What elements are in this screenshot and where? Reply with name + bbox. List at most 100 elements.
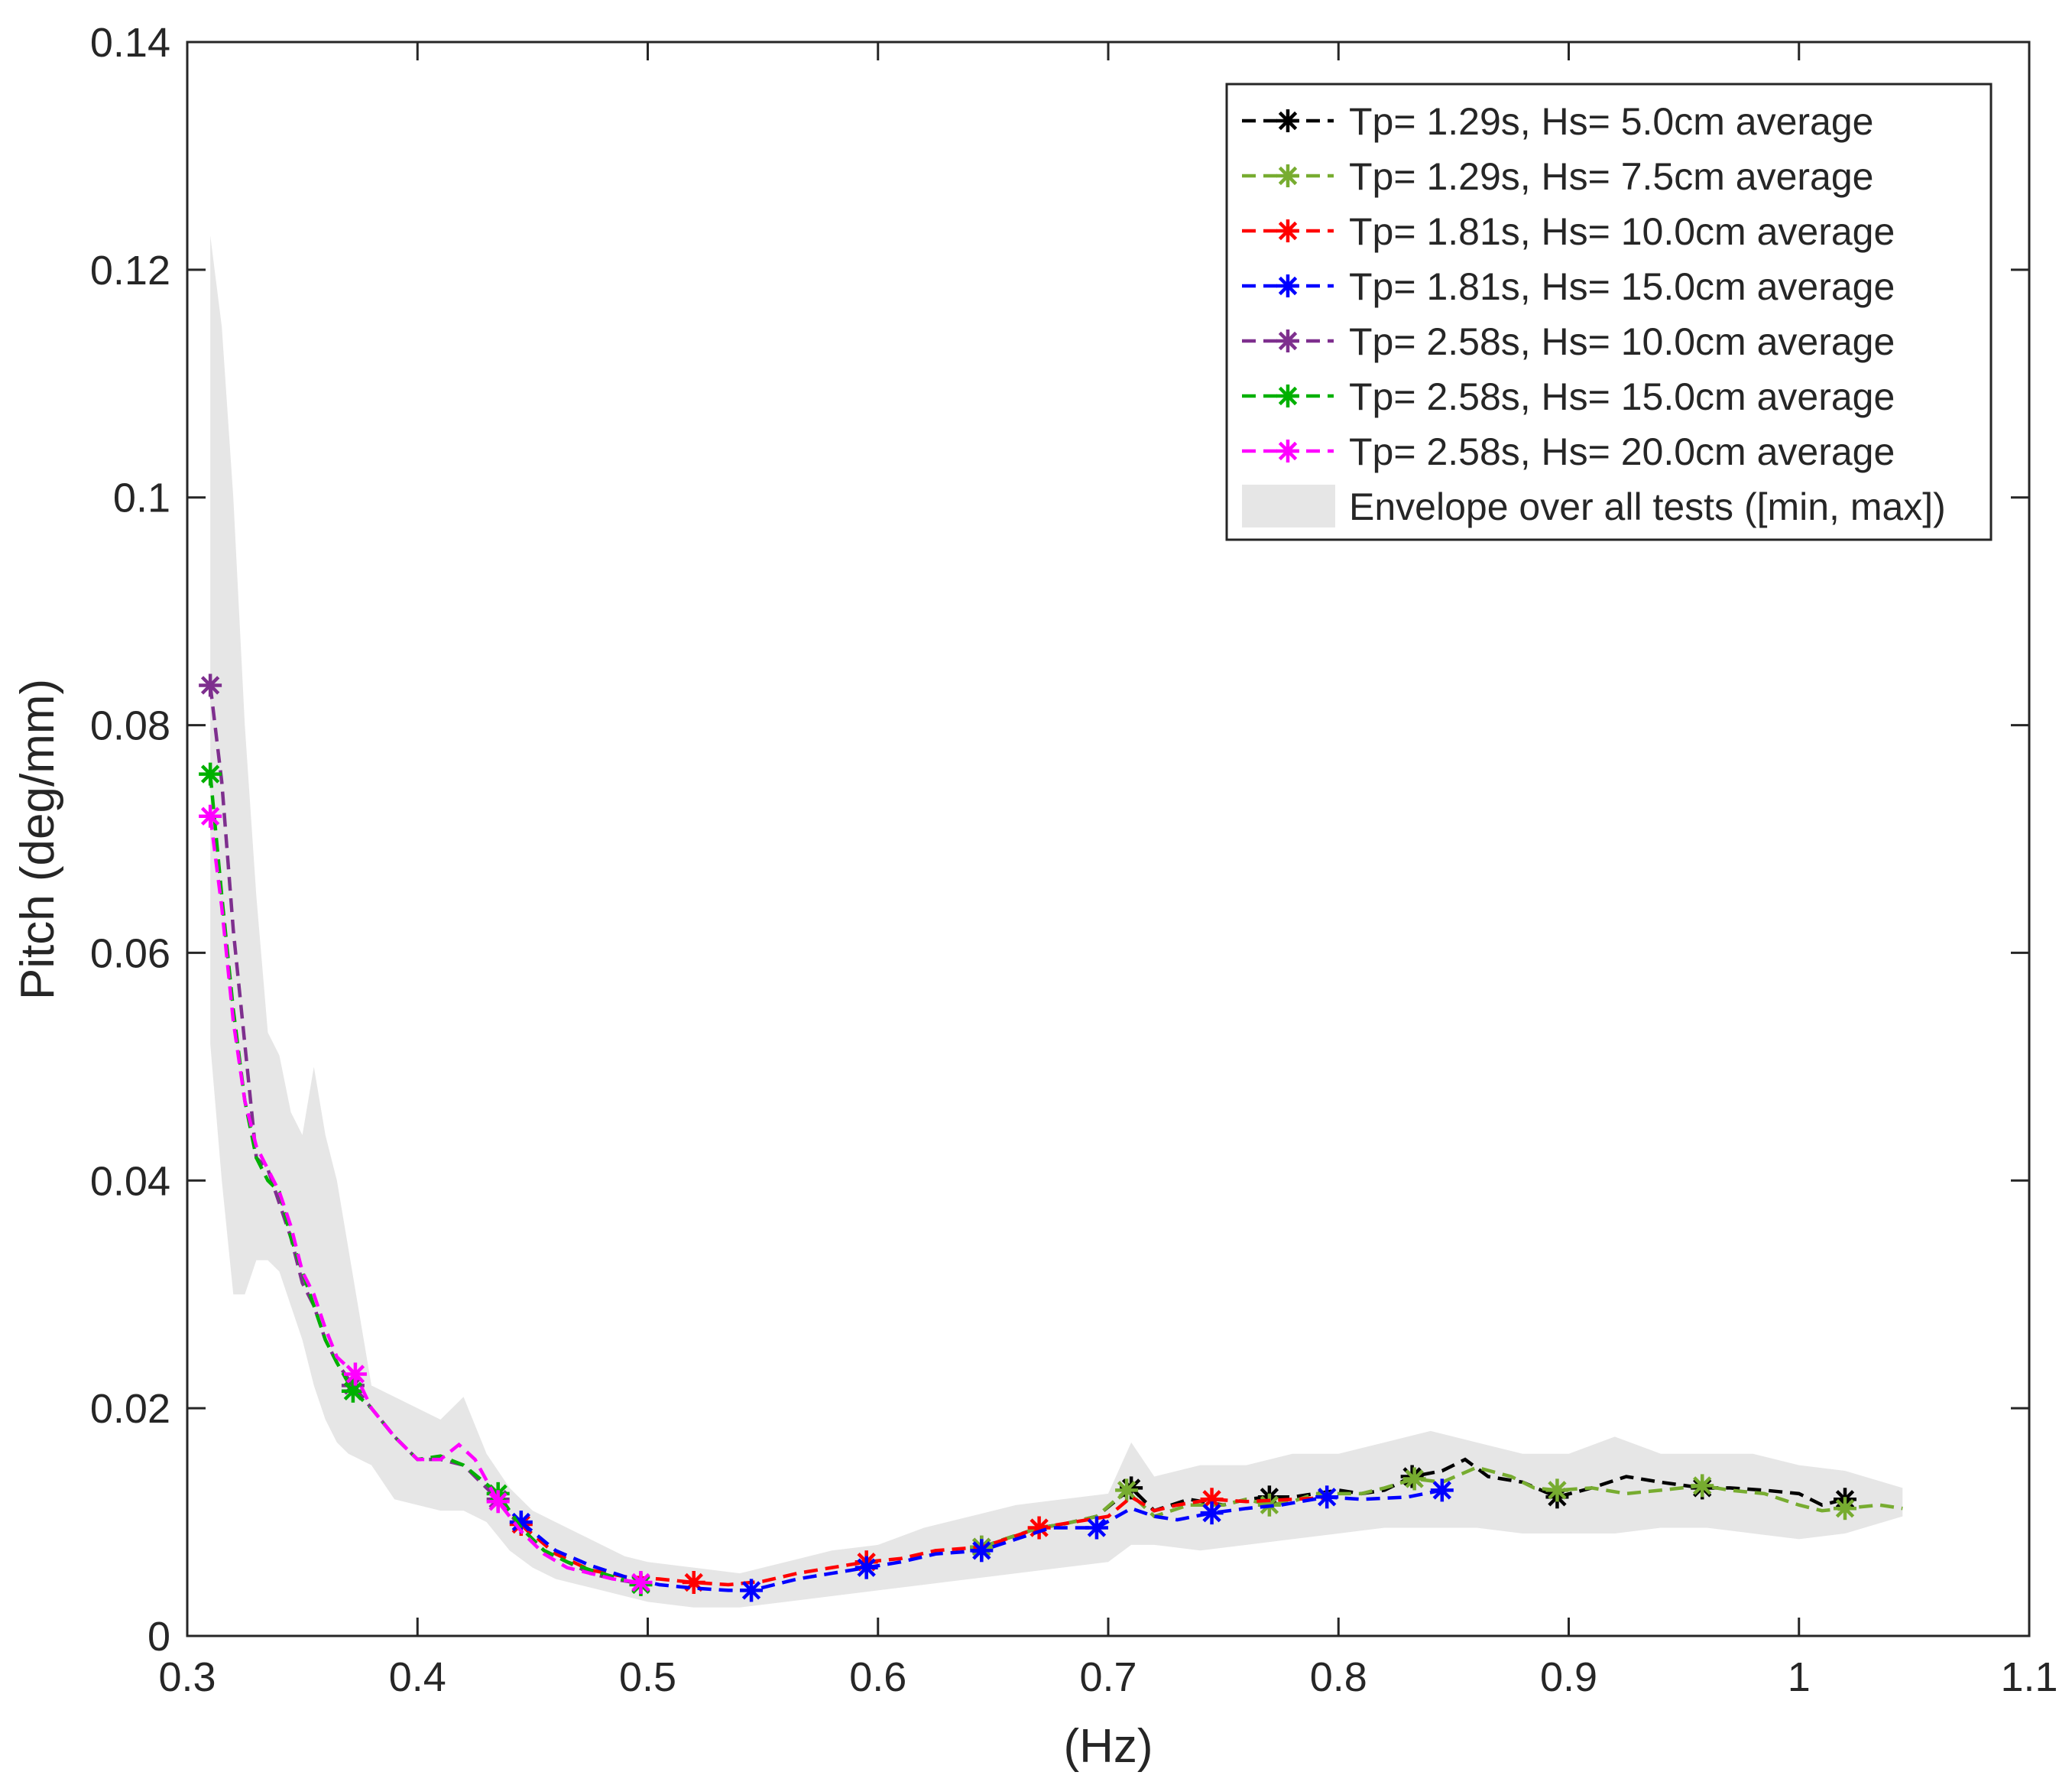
legend-marker — [1276, 440, 1299, 462]
series-4-point-1-d2 — [511, 1512, 531, 1532]
series-5-point-1 — [199, 673, 222, 697]
series-2-point-6-d2 — [1693, 1476, 1712, 1495]
series-2-point-4 — [1402, 1467, 1426, 1491]
legend-item-envelope: Envelope over all tests ([min, max]) — [1242, 485, 1946, 528]
series-4-point-5 — [1085, 1516, 1108, 1540]
series-2-point-6 — [1691, 1474, 1714, 1498]
legend-label: Tp= 1.81s, Hs= 15.0cm average — [1349, 265, 1895, 308]
legend-marker — [1276, 109, 1299, 132]
legend-marker-d2 — [1278, 166, 1298, 186]
x-tick-label: 0.9 — [1540, 1654, 1597, 1700]
series-4-point-6 — [1200, 1501, 1224, 1525]
series-2-point-7-d2 — [1835, 1499, 1855, 1518]
series-4-point-7-d2 — [1317, 1488, 1337, 1507]
ticks-layer: 0.3 0.4 0.5 0.6 0.7 0.8 0.9 1 1.1 0 0.02 0.04 0.06 0.… — [90, 20, 2058, 1700]
series-4 — [509, 1478, 1454, 1602]
series-3-line — [520, 1495, 1339, 1587]
legend-marker-d2 — [1278, 441, 1298, 461]
legend-item-7: Tp= 2.58s, Hs= 20.0cm average — [1242, 430, 1895, 473]
x-tick-label: 0.3 — [158, 1654, 216, 1700]
series-4-point-6-d2 — [1202, 1503, 1221, 1523]
series-4-point-5-d2 — [1087, 1518, 1107, 1537]
x-tick-label: 1.1 — [2000, 1654, 2057, 1700]
series-7-point-2 — [343, 1362, 367, 1386]
legend-item-3: Tp= 1.81s, Hs= 10.0cm average — [1242, 210, 1895, 253]
legend-label: Tp= 2.58s, Hs= 15.0cm average — [1349, 375, 1895, 418]
legend-box — [1225, 83, 1993, 541]
x-axis-label: (Hz) — [1063, 1720, 1153, 1773]
series-4-point-8-d2 — [1432, 1481, 1452, 1500]
legend: Tp= 1.29s, Hs= 5.0cm average Tp= 1.29s, H… — [1225, 83, 1993, 541]
envelope-band — [210, 235, 1903, 1608]
legend-item-5: Tp= 2.58s, Hs= 10.0cm average — [1242, 320, 1895, 363]
legend-marker — [1276, 329, 1299, 352]
y-tick-label: 0.08 — [90, 703, 170, 749]
legend-label: Envelope over all tests ([min, max]) — [1349, 485, 1946, 528]
legend-marker-d2 — [1278, 276, 1298, 296]
series-2-point-5-d2 — [1548, 1481, 1567, 1500]
legend-marker — [1276, 385, 1299, 407]
series-7-point-3-d2 — [488, 1492, 507, 1511]
series-2-point-2 — [1115, 1478, 1139, 1502]
y-tick-label: 0.02 — [90, 1386, 170, 1432]
y-axis-label: Pitch (deg/mm) — [11, 679, 64, 1000]
y-tick-label: 0.1 — [113, 475, 170, 521]
x-tick-label: 0.6 — [849, 1654, 906, 1700]
series-3-point-2 — [682, 1571, 705, 1595]
series-4-point-8 — [1430, 1478, 1454, 1502]
legend-item-1: Tp= 1.29s, Hs= 5.0cm average — [1242, 100, 1873, 143]
series-2-point-5 — [1545, 1478, 1569, 1502]
series-7-point-4-d2 — [631, 1572, 650, 1592]
x-tick-label: 0.5 — [619, 1654, 676, 1700]
legend-label: Tp= 1.29s, Hs= 5.0cm average — [1349, 100, 1873, 143]
series-4-point-2 — [740, 1579, 764, 1602]
legend-item-2: Tp= 1.29s, Hs= 7.5cm average — [1242, 155, 1873, 198]
series-5-point-1-d2 — [200, 676, 220, 695]
legend-marker-d2 — [1278, 386, 1298, 406]
y-tick-label: 0.06 — [90, 930, 170, 976]
x-tick-label: 0.7 — [1079, 1654, 1137, 1700]
series-3-point-5-d2 — [1202, 1490, 1221, 1509]
series-4-line — [520, 1488, 1443, 1592]
y-tick-label: 0.14 — [90, 20, 170, 66]
series-6-line — [208, 774, 642, 1587]
series-7-point-1 — [199, 804, 222, 828]
series-2-point-7 — [1834, 1497, 1856, 1520]
series-6-point-1 — [199, 762, 222, 786]
legend-marker — [1276, 219, 1299, 242]
series-7-point-1-d2 — [200, 806, 220, 826]
series-4-point-7 — [1315, 1485, 1339, 1509]
legend-label: Tp= 1.81s, Hs= 10.0cm average — [1349, 210, 1895, 253]
legend-marker-d2 — [1278, 111, 1298, 131]
series-2-point-2-d2 — [1117, 1481, 1137, 1500]
legend-label: Tp= 2.58s, Hs= 10.0cm average — [1349, 320, 1895, 363]
legend-marker — [1276, 274, 1299, 297]
legend-marker-d2 — [1278, 331, 1298, 351]
legend-item-6: Tp= 2.58s, Hs= 15.0cm average — [1242, 375, 1895, 418]
legend-label: Tp= 1.29s, Hs= 7.5cm average — [1349, 155, 1873, 198]
series-4-point-3-d2 — [857, 1558, 876, 1577]
series-4-point-4 — [970, 1539, 994, 1563]
legend-label: Tp= 2.58s, Hs= 20.0cm average — [1349, 430, 1895, 473]
y-tick-label: 0.04 — [90, 1158, 170, 1204]
y-tick-label: 0.12 — [90, 248, 170, 294]
series-3-point-4 — [1027, 1516, 1051, 1540]
series-6-point-1-d2 — [200, 764, 220, 784]
legend-marker-d2 — [1278, 221, 1298, 241]
legend-marker — [1276, 164, 1299, 187]
series-2-point-4-d2 — [1405, 1469, 1424, 1488]
series-4-point-2-d2 — [741, 1581, 761, 1600]
legend-item-4: Tp= 1.81s, Hs= 15.0cm average — [1242, 265, 1895, 308]
series-7-line — [208, 816, 641, 1585]
series-7-point-3 — [486, 1490, 510, 1514]
series-7 — [199, 804, 653, 1595]
series-7-point-2-d2 — [345, 1365, 365, 1384]
x-tick-label: 1 — [1788, 1654, 1811, 1700]
series-1-line — [981, 1457, 1846, 1549]
series-6-point-2 — [341, 1379, 365, 1403]
series-6-point-2-d2 — [343, 1381, 363, 1401]
envelope-layer — [210, 235, 1903, 1608]
y-tick-label: 0 — [148, 1614, 170, 1660]
series-4-point-3 — [854, 1556, 878, 1579]
